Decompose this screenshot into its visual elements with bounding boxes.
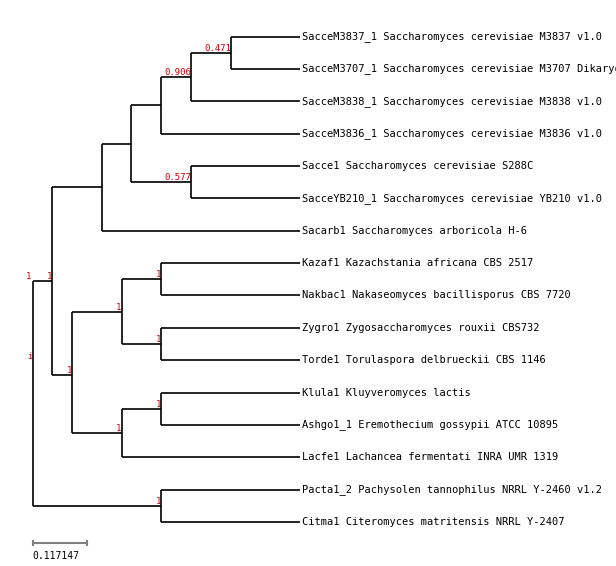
Text: Sacce1 Saccharomyces cerevisiae S288C: Sacce1 Saccharomyces cerevisiae S288C [302,161,533,171]
Text: Klula1 Kluyveromyces lactis: Klula1 Kluyveromyces lactis [302,388,471,397]
Text: 1: 1 [156,497,161,506]
Text: 1: 1 [67,366,72,375]
Text: 1: 1 [156,271,161,279]
Text: i: i [27,352,33,361]
Text: 1: 1 [156,400,161,409]
Text: Kazaf1 Kazachstania africana CBS 2517: Kazaf1 Kazachstania africana CBS 2517 [302,258,533,268]
Text: 0.906: 0.906 [164,68,191,77]
Text: Citma1 Citeromyces matritensis NRRL Y-2407: Citma1 Citeromyces matritensis NRRL Y-24… [302,517,564,527]
Text: SacceM3837_1 Saccharomyces cerevisiae M3837 v1.0: SacceM3837_1 Saccharomyces cerevisiae M3… [302,31,602,42]
Text: Torde1 Torulaspora delbrueckii CBS 1146: Torde1 Torulaspora delbrueckii CBS 1146 [302,355,546,365]
Text: Lacfe1 Lachancea fermentati INRA UMR 1319: Lacfe1 Lachancea fermentati INRA UMR 131… [302,452,558,462]
Text: 0.577: 0.577 [164,173,191,182]
Text: SacceM3836_1 Saccharomyces cerevisiae M3836 v1.0: SacceM3836_1 Saccharomyces cerevisiae M3… [302,128,602,139]
Text: 1: 1 [156,335,161,344]
Text: Nakbac1 Nakaseomyces bacillisporus CBS 7720: Nakbac1 Nakaseomyces bacillisporus CBS 7… [302,290,571,301]
Text: Pacta1_2 Pachysolen tannophilus NRRL Y-2460 v1.2: Pacta1_2 Pachysolen tannophilus NRRL Y-2… [302,484,602,495]
Text: Zygro1 Zygosaccharomyces rouxii CBS732: Zygro1 Zygosaccharomyces rouxii CBS732 [302,323,540,333]
Text: 0.117147: 0.117147 [33,551,79,561]
Text: SacceM3838_1 Saccharomyces cerevisiae M3838 v1.0: SacceM3838_1 Saccharomyces cerevisiae M3… [302,96,602,107]
Text: SacceYB210_1 Saccharomyces cerevisiae YB210 v1.0: SacceYB210_1 Saccharomyces cerevisiae YB… [302,193,602,204]
Text: 1: 1 [47,272,52,281]
Text: 1: 1 [116,424,122,433]
Text: 0.471: 0.471 [204,44,231,53]
Text: SacceM3707_1 Saccharomyces cerevisiae M3707 Dikaryon: SacceM3707_1 Saccharomyces cerevisiae M3… [302,63,616,74]
Text: 1: 1 [26,272,31,281]
Text: 1: 1 [116,303,122,312]
Text: Ashgo1_1 Eremothecium gossypii ATCC 10895: Ashgo1_1 Eremothecium gossypii ATCC 1089… [302,419,558,430]
Text: Sacarb1 Saccharomyces arboricola H-6: Sacarb1 Saccharomyces arboricola H-6 [302,226,527,235]
